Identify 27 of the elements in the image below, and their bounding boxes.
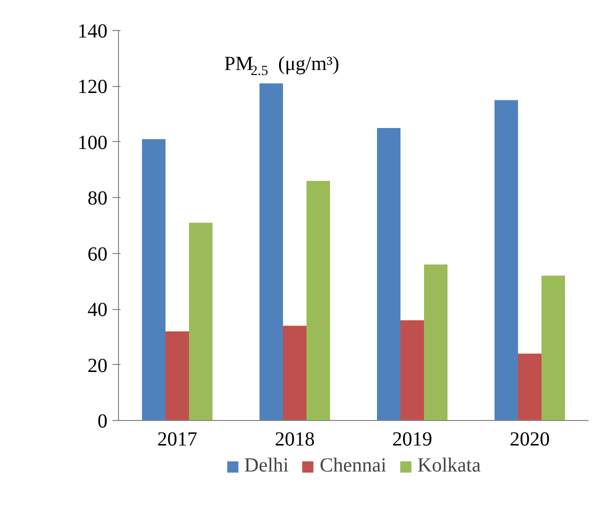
y-tick-label: 60 <box>88 243 108 266</box>
bar <box>306 180 330 420</box>
x-tick-label: 2018 <box>274 428 315 450</box>
y-tick-label: 80 <box>88 188 108 210</box>
bar <box>260 83 283 420</box>
y-tick-label: 100 <box>78 132 108 154</box>
y-tick-label: 0 <box>98 410 108 432</box>
bar <box>189 222 212 420</box>
legend-label: Delhi <box>244 454 289 478</box>
y-tick-label: 40 <box>88 299 108 322</box>
y-tick-label: 140 <box>78 20 108 42</box>
bar <box>377 128 400 420</box>
y-tick-label: 120 <box>78 76 108 98</box>
bar <box>424 264 448 420</box>
legend-label: Kolkata <box>417 454 481 478</box>
x-tick-label: 2017 <box>157 428 198 450</box>
bar <box>494 100 518 420</box>
bar <box>283 326 306 420</box>
y-tick-label: 20 <box>88 354 108 377</box>
bar <box>542 276 565 420</box>
bar <box>166 331 189 420</box>
bar <box>142 139 166 420</box>
bar <box>400 320 424 420</box>
x-tick-label: 2020 <box>510 428 550 450</box>
bar <box>518 354 542 420</box>
x-tick-label: 2019 <box>392 428 432 450</box>
legend-label: Chennai <box>320 454 386 478</box>
